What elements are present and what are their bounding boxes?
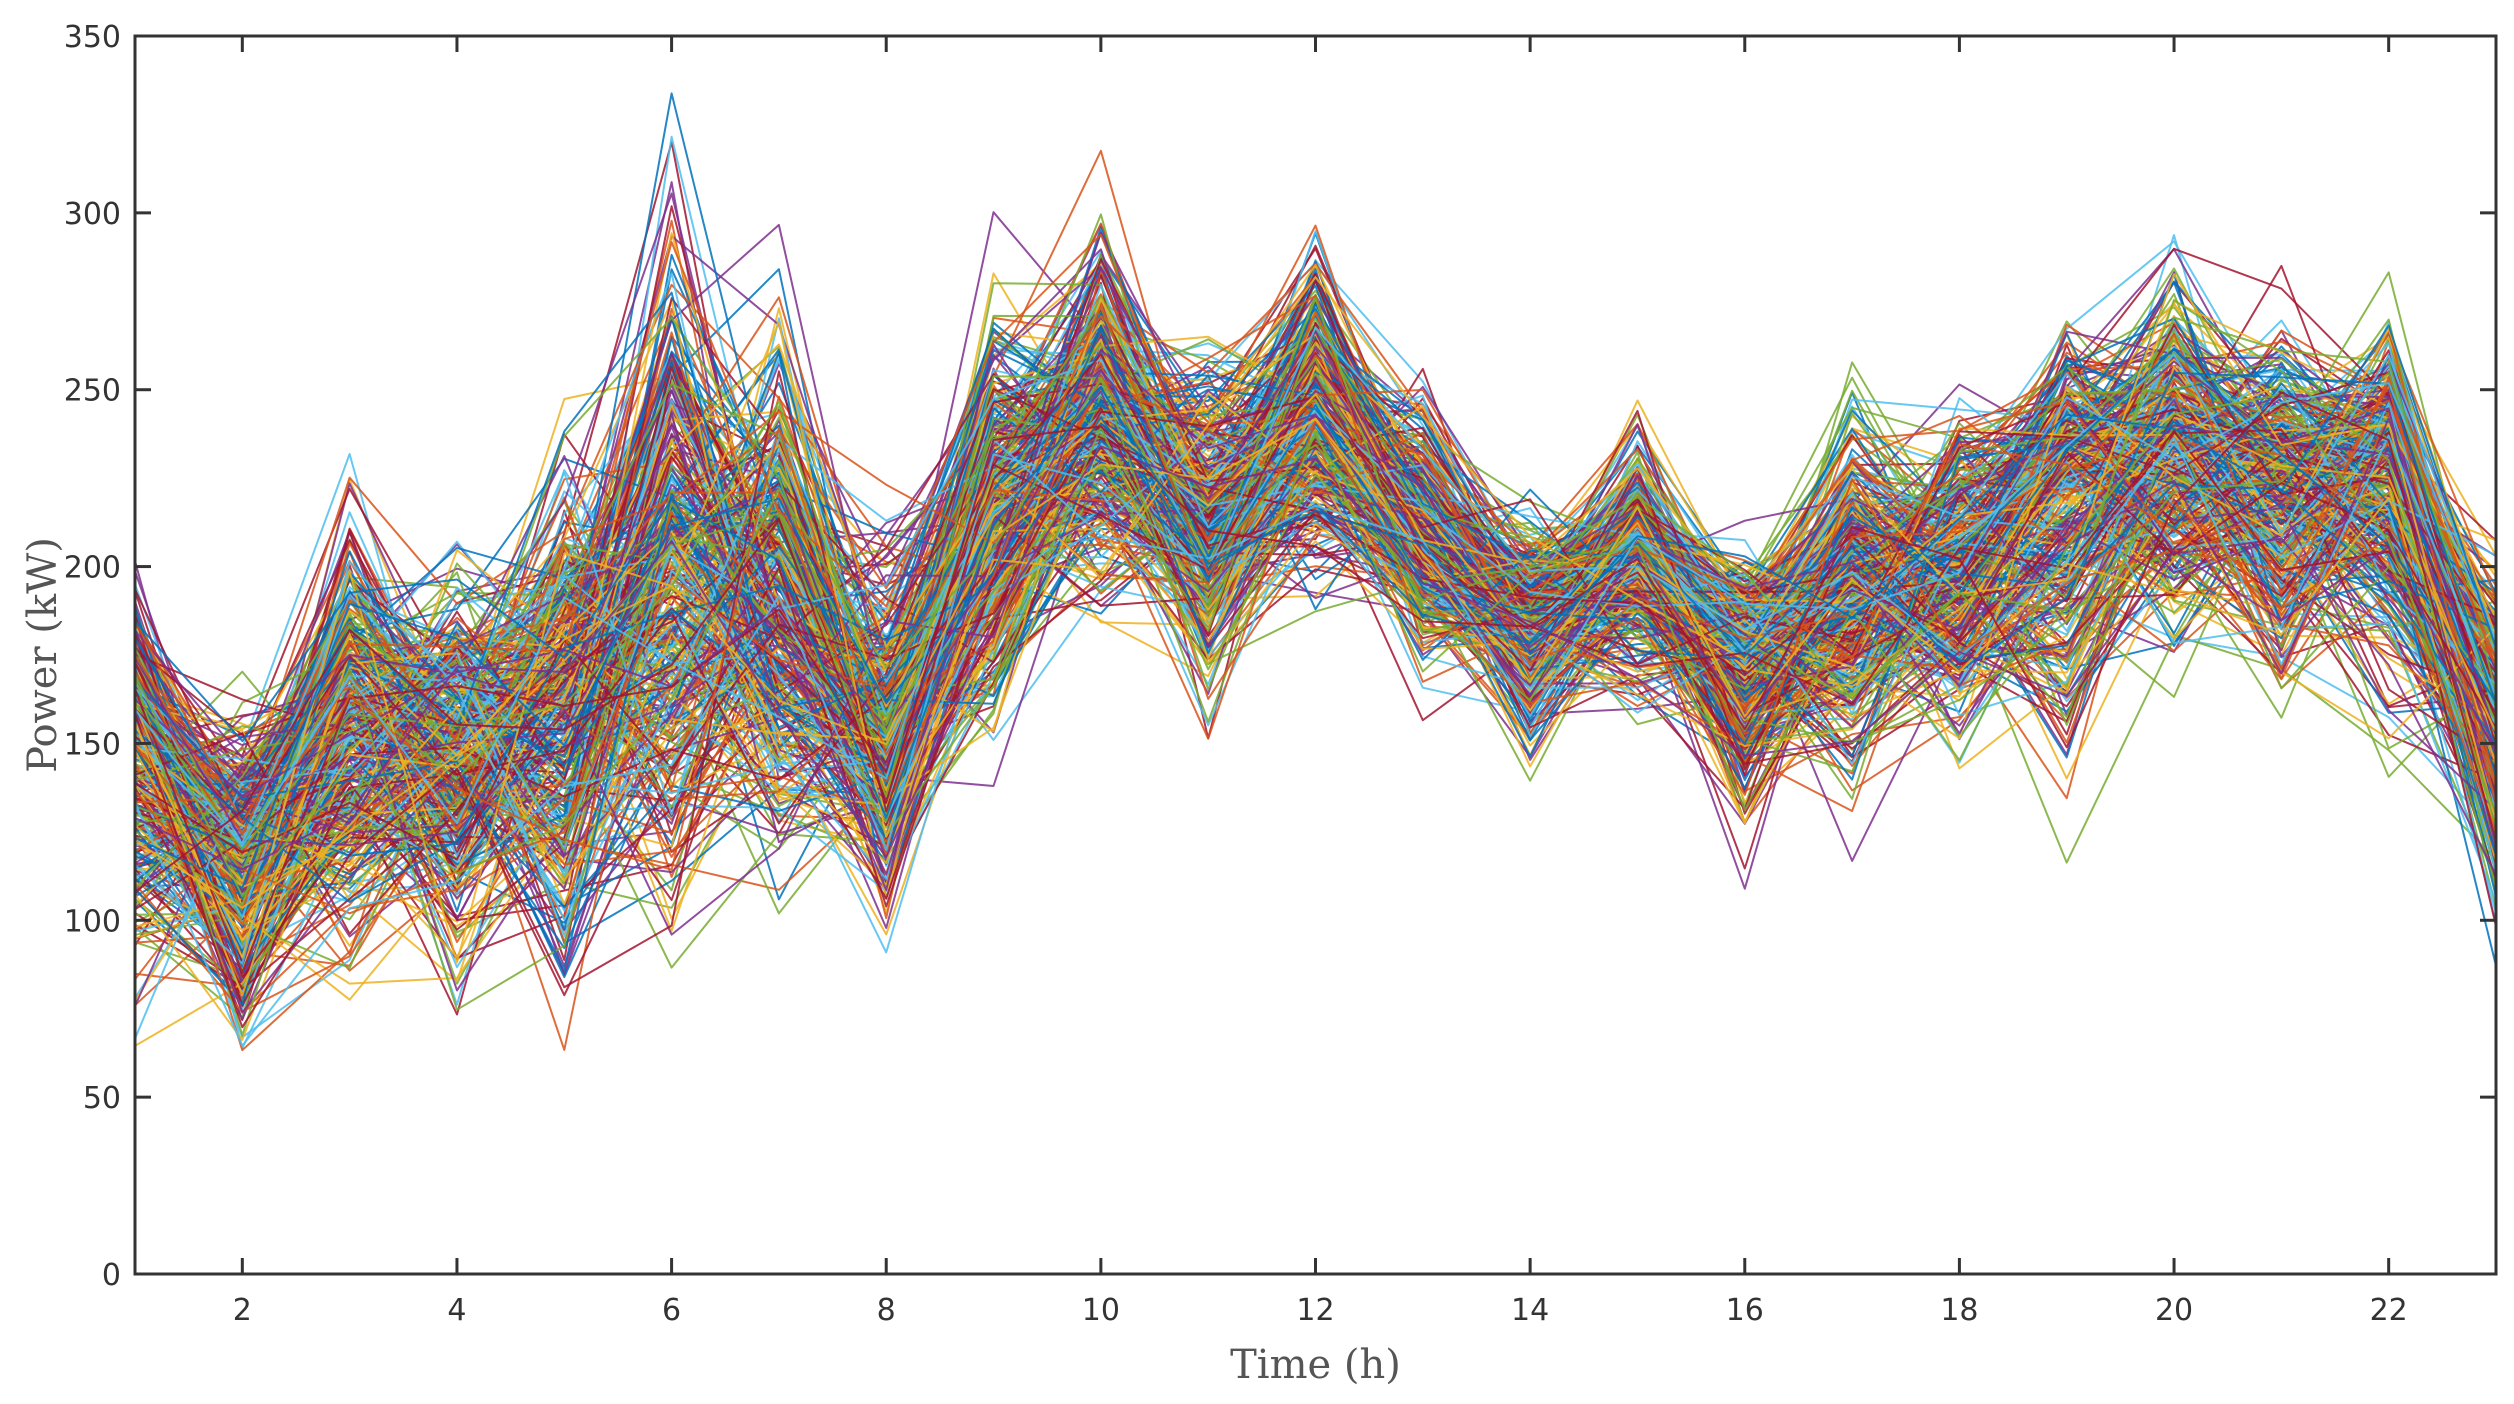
x-tick-label: 14 xyxy=(1511,1293,1549,1328)
series-line xyxy=(134,291,2497,857)
series-lines xyxy=(134,92,2497,1052)
axis-ticks: 2 4 6 8 10 12 14 16 18 20 22 0 50 100 150 200 250 300 350 xyxy=(64,20,2496,1328)
series-line xyxy=(134,273,2497,964)
x-tick-label: 10 xyxy=(1082,1293,1120,1328)
series-line xyxy=(134,299,2497,851)
series-line xyxy=(134,294,2497,856)
series-line xyxy=(134,405,2497,959)
series-line xyxy=(134,338,2497,928)
y-tick-label: 250 xyxy=(64,374,121,409)
series-line xyxy=(134,382,2497,848)
x-tick-label: 2 xyxy=(233,1293,252,1328)
y-tick-label: 50 xyxy=(83,1081,121,1116)
y-tick-label: 350 xyxy=(64,20,121,55)
x-tick-label: 4 xyxy=(447,1293,466,1328)
x-tick-label: 22 xyxy=(2370,1293,2408,1328)
series-line xyxy=(134,423,2497,1011)
series-line xyxy=(134,298,2497,973)
series-line xyxy=(134,326,2497,1047)
x-tick-label: 8 xyxy=(877,1293,896,1328)
y-axis-label: Power (kW) xyxy=(20,537,66,773)
series-line xyxy=(134,272,2497,965)
series-line xyxy=(134,351,2497,951)
series-line xyxy=(134,362,2497,874)
series-line xyxy=(134,284,2497,844)
series-line xyxy=(134,297,2497,1037)
series-line xyxy=(134,344,2497,970)
series-line xyxy=(134,333,2497,997)
series-line xyxy=(134,258,2497,911)
series-line xyxy=(134,324,2497,819)
y-tick-label: 150 xyxy=(64,727,121,762)
y-tick-label: 200 xyxy=(64,551,121,586)
series-line xyxy=(134,418,2497,909)
y-tick-label: 100 xyxy=(64,904,121,939)
series-line xyxy=(134,391,2497,893)
y-tick-label: 300 xyxy=(64,197,121,232)
x-tick-label: 18 xyxy=(1940,1293,1978,1328)
x-tick-label: 12 xyxy=(1296,1293,1334,1328)
series-line xyxy=(134,348,2497,936)
series-line xyxy=(134,378,2497,920)
x-axis-label: Time (h) xyxy=(1230,1342,1401,1388)
x-tick-label: 20 xyxy=(2155,1293,2193,1328)
series-line xyxy=(134,390,2497,1014)
y-tick-label: 0 xyxy=(102,1258,121,1293)
series-line xyxy=(134,362,2497,1014)
x-tick-label: 6 xyxy=(662,1293,681,1328)
series-line xyxy=(134,377,2497,898)
series-line xyxy=(134,308,2497,788)
x-tick-label: 16 xyxy=(1726,1293,1764,1328)
